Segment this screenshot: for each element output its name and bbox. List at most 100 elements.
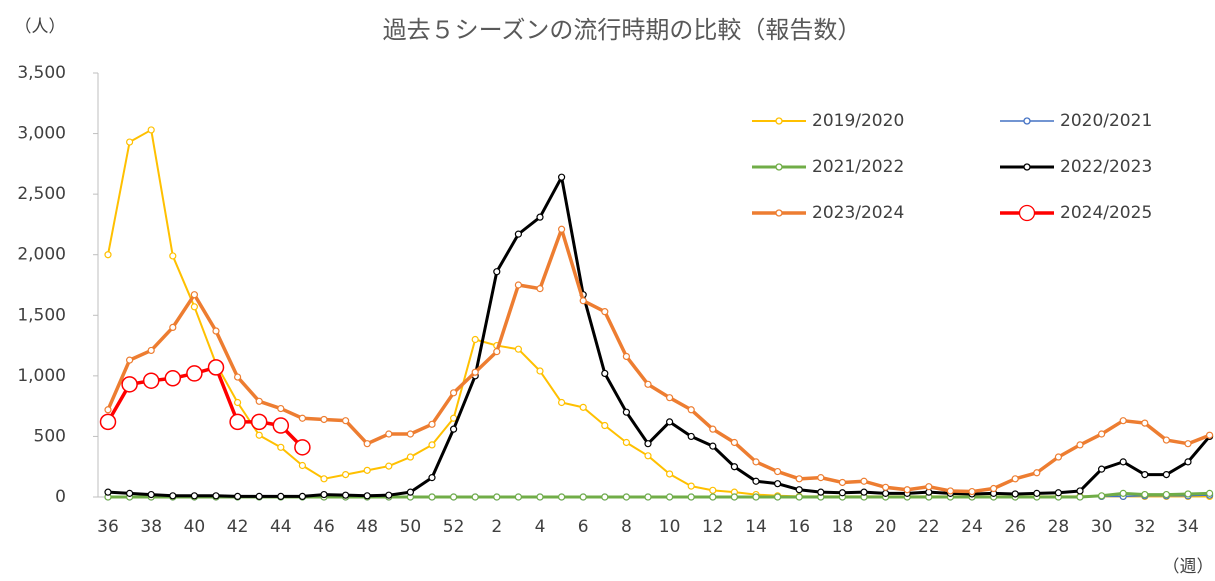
legend-marker (775, 209, 783, 217)
data-point (536, 493, 544, 501)
data-point (190, 303, 198, 311)
data-point (471, 493, 479, 501)
series-line (106, 227, 1211, 494)
data-point (622, 438, 631, 447)
data-point (687, 406, 695, 414)
data-point (752, 477, 760, 485)
data-point (104, 488, 112, 496)
data-point (298, 461, 306, 470)
data-point (1054, 453, 1063, 461)
data-point (1033, 469, 1041, 477)
x-tick-label: 2 (491, 517, 502, 537)
data-point (579, 297, 587, 305)
data-point (1184, 490, 1192, 498)
data-point (1141, 419, 1149, 427)
data-point (294, 439, 311, 456)
x-tick-label: 14 (745, 517, 767, 537)
data-point (234, 398, 242, 407)
data-point (601, 493, 609, 501)
data-point (212, 327, 220, 335)
data-point (320, 475, 328, 483)
data-point (860, 477, 868, 485)
y-tick-label: 3,000 (17, 124, 66, 144)
legend-marker (1023, 117, 1031, 125)
data-point (255, 492, 263, 500)
legend-label: 2024/2025 (1060, 203, 1152, 223)
data-point (773, 480, 782, 488)
chart-title: 過去５シーズンの流行時期の比較（報告数） (383, 16, 862, 44)
data-point (234, 492, 242, 500)
data-point (601, 369, 609, 378)
y-tick-label: 500 (34, 426, 66, 446)
y-tick-label: 2,000 (17, 245, 66, 265)
x-tick-label: 40 (184, 517, 206, 537)
data-point (363, 492, 371, 500)
data-point (493, 348, 501, 356)
x-tick-label: 6 (578, 517, 589, 537)
data-point (881, 483, 890, 491)
legend-label: 2023/2024 (812, 203, 904, 223)
data-point (147, 126, 155, 134)
data-point (1162, 470, 1171, 479)
data-point (665, 470, 674, 478)
data-point (1141, 490, 1149, 499)
data-point (579, 403, 587, 411)
data-point (601, 308, 609, 316)
data-point (164, 370, 182, 387)
x-axis-label: （週） (1163, 557, 1214, 577)
data-point (428, 493, 436, 501)
data-point (342, 470, 350, 479)
x-tick-label: 26 (1004, 517, 1026, 537)
data-point (709, 493, 717, 501)
data-point (169, 323, 177, 331)
data-point (536, 213, 544, 221)
data-point (752, 458, 760, 466)
data-point (450, 425, 458, 433)
data-point (795, 486, 803, 494)
data-point (1011, 475, 1019, 483)
data-point (773, 467, 782, 476)
data-point (255, 431, 263, 439)
data-point (752, 493, 760, 501)
data-point (186, 365, 203, 382)
x-tick-label: 24 (961, 517, 983, 537)
x-tick-label: 28 (1048, 517, 1070, 537)
data-point (817, 474, 825, 482)
x-tick-label: 44 (270, 517, 292, 537)
x-tick-label: 38 (140, 517, 162, 537)
x-tick-label: 48 (356, 517, 378, 537)
data-point (190, 492, 198, 500)
data-point (514, 230, 523, 238)
data-point (406, 453, 414, 461)
data-point (234, 373, 242, 381)
data-point (622, 408, 631, 416)
x-tick-label: 8 (621, 517, 632, 537)
data-point (1141, 470, 1149, 479)
data-point (687, 482, 695, 490)
data-point (385, 491, 393, 499)
data-point (126, 138, 134, 146)
data-point (471, 335, 479, 344)
legend-marker (1018, 204, 1036, 222)
data-point (104, 251, 112, 259)
data-point (493, 268, 501, 276)
data-point (644, 452, 652, 460)
data-point (557, 398, 566, 407)
data-point (207, 359, 225, 376)
y-tick-label: 2,500 (17, 184, 66, 204)
data-point (773, 493, 782, 501)
data-point (946, 487, 955, 495)
data-point (925, 483, 933, 491)
data-point (1205, 489, 1214, 497)
x-tick-label: 22 (918, 517, 940, 537)
data-point (126, 489, 134, 497)
data-point (229, 413, 246, 431)
data-point (579, 493, 587, 501)
data-point (817, 488, 825, 496)
data-point (1011, 490, 1019, 498)
data-point (730, 493, 739, 501)
data-point (212, 492, 220, 500)
legend-label: 2019/2020 (812, 111, 904, 131)
y-tick-label: 3,500 (17, 63, 66, 83)
data-point (277, 404, 285, 413)
